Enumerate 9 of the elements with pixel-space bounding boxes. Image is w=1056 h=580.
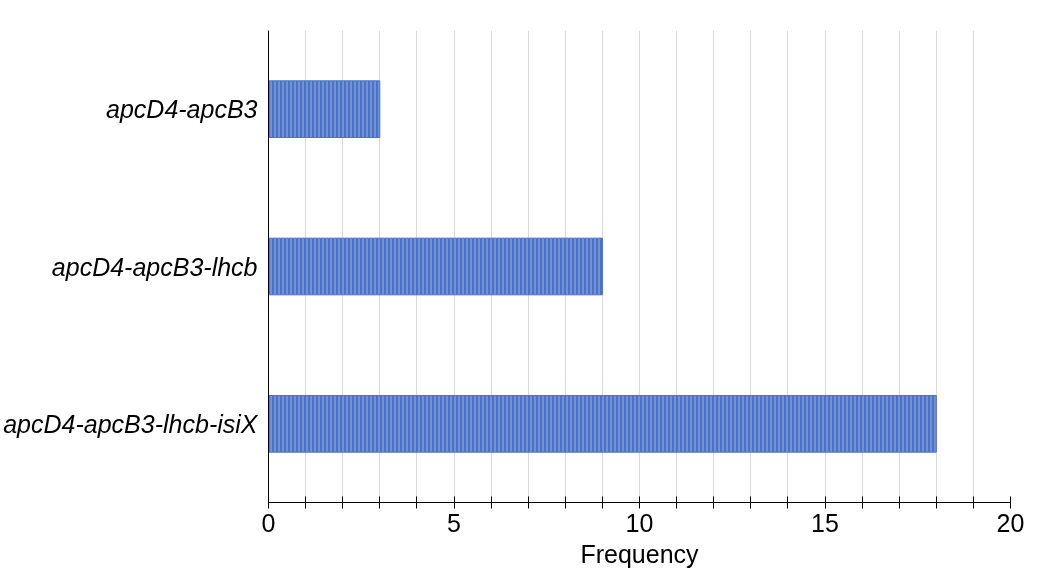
x-tick-label: 10 <box>625 508 654 537</box>
y-tick-label: apcD4-apcB3-lhcb-isiX <box>3 409 259 438</box>
y-tick-label: apcD4-apcB3 <box>106 95 258 124</box>
y-tick-label: apcD4-apcB3-lhcb <box>51 252 258 281</box>
x-axis-title: Frequency <box>580 539 700 568</box>
x-tick-label: 0 <box>261 508 276 537</box>
x-tick-label: 5 <box>447 508 461 537</box>
x-tick-label: 20 <box>996 508 1025 537</box>
x-tick-label: 15 <box>811 508 839 537</box>
